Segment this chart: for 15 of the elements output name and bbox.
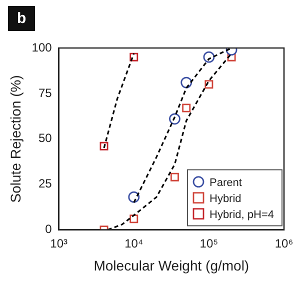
x-tick-label: 10⁴ <box>124 236 144 250</box>
y-tick-label: 25 <box>38 176 52 191</box>
text: b <box>8 6 36 31</box>
x-tick-label: 10⁶ <box>274 236 294 250</box>
y-tick-label: 0 <box>45 222 52 236</box>
y-tick-label: 50 <box>38 131 52 146</box>
y-tick-label: 100 <box>32 40 52 54</box>
y-axis-title: Solute Rejection (%) <box>7 75 24 203</box>
x-tick-label: 10³ <box>50 236 68 250</box>
legend-label: Hybrid, pH=4 <box>210 208 274 221</box>
legend-label: Parent <box>210 176 242 189</box>
x-tick-label: 10⁵ <box>200 236 218 250</box>
legend-label: Hybrid <box>210 192 242 205</box>
y-tick-label: 75 <box>38 86 52 100</box>
x-axis-title: Molecular Weight (g/mol) <box>94 257 250 274</box>
